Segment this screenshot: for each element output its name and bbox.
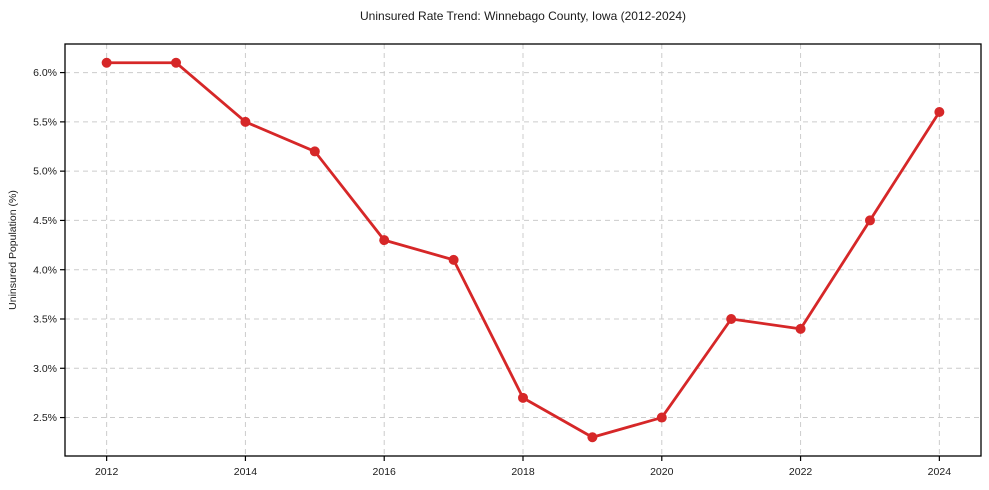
x-tick-label: 2022 xyxy=(789,466,813,478)
data-point-marker xyxy=(171,57,182,68)
data-point-marker xyxy=(240,116,251,127)
y-tick-label: 4.5% xyxy=(33,215,57,227)
x-tick-label: 2020 xyxy=(650,466,674,478)
data-point-marker xyxy=(656,412,667,423)
data-point-marker xyxy=(379,235,390,246)
data-point-marker xyxy=(101,57,112,68)
y-tick-label: 3.5% xyxy=(33,314,57,326)
y-tick-label: 4.0% xyxy=(33,264,57,276)
x-tick-label: 2024 xyxy=(928,466,952,478)
chart-title: Uninsured Rate Trend: Winnebago County, … xyxy=(360,9,686,23)
data-point-marker xyxy=(726,313,737,324)
data-point-marker xyxy=(309,146,320,157)
data-point-marker xyxy=(587,432,598,443)
data-point-marker xyxy=(934,107,945,118)
data-point-marker xyxy=(864,215,875,226)
y-tick-label: 3.0% xyxy=(33,363,57,375)
y-tick-label: 2.5% xyxy=(33,412,57,424)
y-tick-label: 5.0% xyxy=(33,166,57,178)
x-tick-label: 2012 xyxy=(95,466,119,478)
data-point-marker xyxy=(448,254,459,265)
data-point-marker xyxy=(518,392,528,403)
y-tick-label: 5.5% xyxy=(33,116,57,128)
x-tick-label: 2018 xyxy=(511,466,535,478)
x-tick-label: 2014 xyxy=(234,466,258,478)
data-point-marker xyxy=(795,323,806,334)
x-tick-label: 2016 xyxy=(373,466,397,478)
y-tick-label: 6.0% xyxy=(33,67,57,79)
